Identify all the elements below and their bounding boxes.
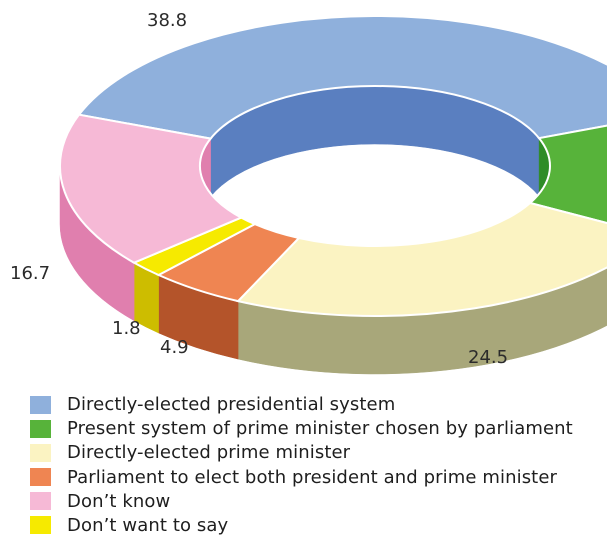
legend-swatch [30,443,51,462]
legend-item-parliament-to-elect-both-president-and-prime-minister: Parliament to elect both president and p… [30,466,573,489]
legend-label: Parliament to elect both president and p… [67,466,558,488]
data-label-parliament-elects-both: 4.9 [160,337,189,358]
data-label-presidential: 38.8 [147,10,188,31]
legend-swatch [30,516,51,535]
donut-chart [59,14,607,375]
data-label-dont-know: 16.7 [10,263,51,284]
data-label-dont-want-to-say: 1.8 [112,318,141,339]
legend-swatch [30,468,51,487]
legend-swatch [30,395,51,414]
legend-label: Directly-elected prime minister [67,442,351,464]
legend-label: Don’t know [67,490,171,512]
legend-item-directly-elected-presidential-system: Directly-elected presidential system [30,393,573,416]
legend-item-present-system-of-prime-minister-chosen-by-parliament: Present system of prime minister chosen … [30,417,573,440]
legend-item-don-t-want-to-say: Don’t want to say [30,514,573,537]
legend-label: Directly-elected presidential system [67,394,396,415]
data-label-elected-pm: 24.5 [468,347,509,368]
chart-legend: Directly-elected presidential system Pres… [30,393,573,538]
legend-label: Don’t want to say [67,514,229,536]
donut-slice-directly-elected-presidential-system [77,14,607,140]
legend-label: Present system of prime minister chosen … [67,418,573,440]
legend-item-directly-elected-prime-minister: Directly-elected prime minister [30,441,573,464]
legend-item-don-t-know: Don’t know [30,490,573,513]
donut-slice-present-system-of-prime-minister-chosen-by-parliament [528,124,607,225]
donut-slice-directly-elected-prime-minister [236,201,607,317]
legend-swatch [30,492,51,511]
donut-slice-don-t-know [59,113,244,264]
legend-swatch [30,419,51,438]
